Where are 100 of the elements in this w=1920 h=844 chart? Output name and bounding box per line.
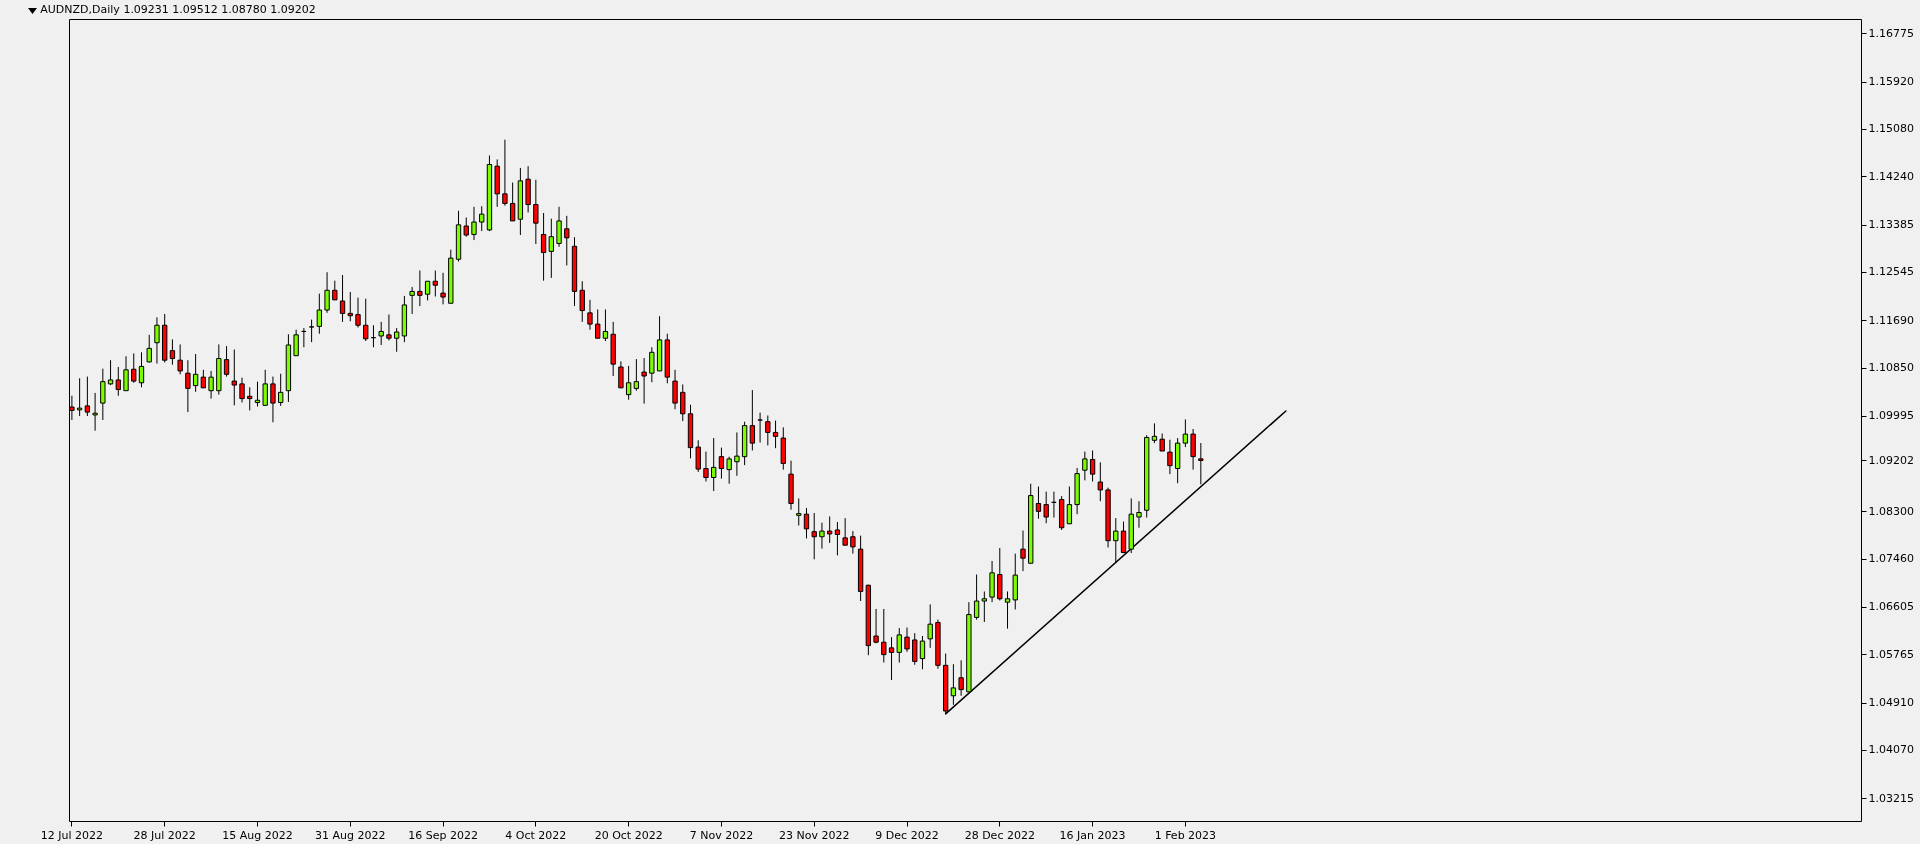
candlestick bbox=[417, 270, 423, 307]
candlestick bbox=[146, 334, 152, 363]
candlestick bbox=[393, 327, 400, 353]
x-tick-label: 16 Sep 2022 bbox=[408, 828, 478, 842]
candlestick bbox=[177, 343, 183, 375]
candlestick bbox=[695, 439, 701, 473]
candlestick bbox=[896, 627, 902, 664]
candlestick bbox=[772, 420, 779, 449]
candlestick bbox=[950, 663, 957, 706]
candlestick bbox=[680, 383, 686, 422]
candlestick bbox=[316, 293, 323, 335]
y-tick-label: 1.15080 bbox=[1868, 122, 1914, 136]
candlestick bbox=[185, 359, 191, 413]
candlestick bbox=[919, 635, 926, 670]
candlestick bbox=[618, 360, 624, 389]
x-tick-label: 28 Dec 2022 bbox=[964, 828, 1035, 842]
candlestick bbox=[270, 376, 276, 423]
x-tick-label: 9 Dec 2022 bbox=[875, 828, 939, 842]
candlestick bbox=[339, 274, 346, 323]
candlestick bbox=[672, 369, 678, 410]
candlestick bbox=[169, 338, 176, 366]
candlestick bbox=[1097, 461, 1103, 502]
candlestick bbox=[602, 308, 609, 342]
candlestick bbox=[100, 368, 106, 421]
candlestick bbox=[409, 286, 415, 315]
candlestick bbox=[633, 358, 640, 392]
y-tick-label: 1.07460 bbox=[1868, 552, 1914, 566]
candlestick bbox=[254, 381, 261, 407]
y-tick-label: 1.09202 bbox=[1868, 453, 1914, 467]
candlestick bbox=[378, 321, 384, 346]
candlestick bbox=[973, 574, 980, 621]
candlestick bbox=[247, 386, 253, 411]
candlestick bbox=[564, 215, 570, 266]
candlestick bbox=[332, 280, 338, 301]
candlestick bbox=[432, 270, 438, 297]
y-tick-label: 1.05765 bbox=[1868, 647, 1914, 661]
x-tick-label: 23 Nov 2022 bbox=[778, 828, 850, 842]
candlestick bbox=[123, 355, 129, 392]
candlestick bbox=[231, 349, 237, 406]
candlestick bbox=[711, 437, 717, 492]
candlestick bbox=[363, 298, 369, 342]
candlestick bbox=[703, 451, 709, 482]
x-tick-label: 12 Jul 2022 bbox=[40, 828, 104, 842]
y-tick-label: 1.08300 bbox=[1868, 504, 1914, 518]
y-tick-label: 1.04910 bbox=[1868, 696, 1914, 710]
y-tick-label: 1.15920 bbox=[1868, 75, 1914, 89]
candlestick bbox=[509, 182, 516, 222]
candlestick bbox=[1043, 491, 1049, 524]
y-tick-label: 1.04070 bbox=[1868, 743, 1914, 757]
candlestick bbox=[548, 218, 554, 279]
y-tick-label: 1.12545 bbox=[1868, 265, 1914, 279]
y-tick-label: 1.14240 bbox=[1868, 169, 1914, 183]
x-tick-label: 28 Jul 2022 bbox=[133, 828, 196, 842]
candlestick bbox=[440, 272, 446, 305]
candlestick bbox=[262, 369, 268, 406]
candlestick bbox=[811, 512, 817, 560]
candlestick bbox=[424, 280, 431, 301]
x-tick-label: 7 Nov 2022 bbox=[689, 828, 754, 842]
candlestick bbox=[827, 515, 833, 544]
candlestick bbox=[873, 608, 879, 644]
candlestick bbox=[749, 389, 756, 451]
candlestick bbox=[239, 377, 245, 404]
candlestick bbox=[1089, 449, 1096, 482]
x-tick-label: 1 Feb 2023 bbox=[1154, 828, 1217, 842]
y-tick-label: 1.03215 bbox=[1868, 791, 1914, 805]
x-tick-label: 31 Aug 2022 bbox=[315, 828, 386, 842]
candlestick bbox=[540, 212, 547, 282]
x-tick-label: 20 Oct 2022 bbox=[594, 828, 663, 842]
candlestick bbox=[556, 206, 562, 248]
candlestick bbox=[579, 280, 585, 323]
candlestick bbox=[1020, 530, 1026, 572]
candlestick bbox=[107, 359, 114, 386]
candlestick bbox=[208, 370, 214, 400]
candlestick bbox=[904, 627, 910, 653]
candlestick bbox=[819, 522, 825, 550]
candlestick bbox=[347, 291, 353, 322]
candlestick bbox=[641, 357, 647, 405]
candlestick bbox=[1198, 442, 1204, 485]
candlestick bbox=[138, 351, 145, 388]
y-tick-label: 1.06605 bbox=[1868, 600, 1914, 614]
candlestick bbox=[1120, 521, 1127, 554]
candlestick bbox=[912, 632, 918, 666]
candlestick bbox=[1182, 418, 1189, 448]
y-tick-label: 1.16775 bbox=[1868, 26, 1914, 40]
candlestick bbox=[1082, 451, 1088, 481]
candlestick bbox=[796, 497, 802, 526]
candlestick bbox=[881, 608, 887, 664]
candlestick bbox=[1136, 500, 1142, 529]
candlestick bbox=[92, 392, 98, 432]
candlestick bbox=[115, 366, 121, 397]
candlestick bbox=[834, 521, 841, 556]
y-tick-label: 1.10850 bbox=[1868, 361, 1914, 375]
candlestick bbox=[765, 414, 771, 446]
candlestick bbox=[981, 590, 988, 623]
candlestick bbox=[200, 369, 207, 389]
candlestick bbox=[888, 636, 895, 681]
candlestick bbox=[154, 316, 160, 365]
candlestick bbox=[278, 373, 284, 407]
candlestick bbox=[84, 376, 91, 417]
candlestick bbox=[1066, 486, 1073, 525]
